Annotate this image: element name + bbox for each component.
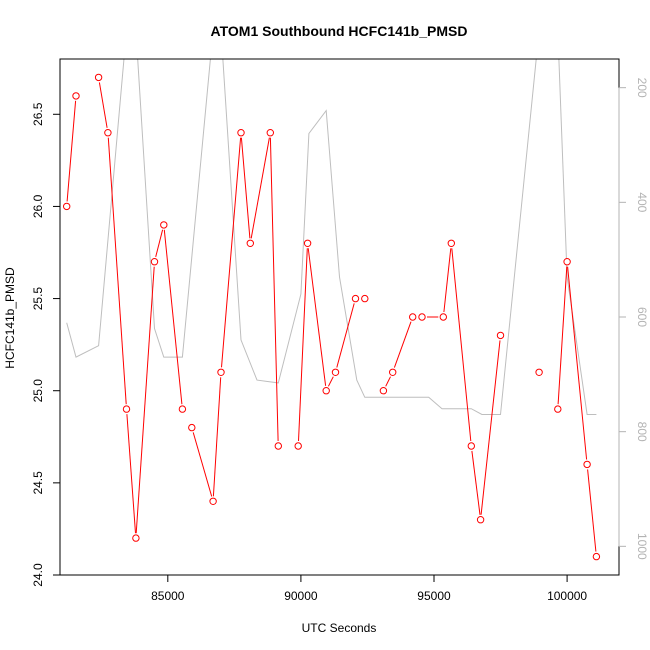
data-point: [237, 129, 245, 137]
data-point: [361, 294, 369, 303]
data-point: [274, 442, 282, 450]
series-primary-segment: [66, 100, 77, 202]
data-point: [409, 313, 417, 321]
series-primary-segment: [135, 266, 155, 534]
series-primary: [62, 73, 601, 561]
data-point: [132, 534, 140, 542]
series-primary-segment: [107, 137, 127, 405]
data-point: [294, 442, 302, 450]
y-axis-left: 24.0 24.5 25.0 25.5 26.0 26.5: [31, 102, 61, 587]
data-point: [217, 368, 225, 376]
series-primary-segment: [126, 414, 136, 534]
data-point: [351, 294, 360, 303]
data-point: [188, 423, 196, 432]
y-tick-label: 25.0: [31, 379, 45, 403]
data-point: [447, 239, 455, 248]
x-tick-label: 90000: [284, 589, 318, 603]
data-point: [122, 405, 131, 413]
data-point: [583, 460, 591, 469]
data-point: [94, 73, 103, 82]
y-tick-label: 26.5: [31, 102, 45, 126]
data-point: [104, 129, 112, 137]
series-primary-segment: [192, 432, 213, 497]
x-tick-label: 85000: [151, 589, 185, 603]
series-primary-segment: [557, 266, 568, 405]
series-primary-segment: [471, 450, 481, 515]
data-point: [476, 516, 485, 524]
series-primary-segment: [327, 376, 334, 387]
y-tick-label: 26.0: [31, 194, 45, 218]
data-point: [379, 387, 388, 395]
y-axis-right: 200 400 600 800 1000: [618, 78, 649, 560]
data-point: [592, 552, 601, 561]
data-point: [209, 497, 217, 505]
y2-tick-label: 200: [635, 78, 649, 98]
data-point: [150, 258, 159, 266]
series-primary-segment: [163, 229, 183, 405]
y-tick-label: 24.0: [31, 563, 45, 587]
data-point: [178, 405, 187, 413]
data-point: [389, 368, 397, 376]
y-tick-label: 25.5: [31, 287, 45, 311]
series-secondary: [66, 59, 597, 415]
series-primary-segment: [269, 137, 279, 442]
series-primary-segment: [212, 377, 222, 497]
y2-tick-label: 1000: [635, 533, 649, 560]
plot-frame: [59, 58, 620, 576]
series-primary-segment: [336, 303, 355, 368]
x-tick-label: 100000: [547, 589, 587, 603]
data-point: [418, 313, 426, 321]
x-tick-label: 95000: [417, 589, 451, 603]
data-point: [266, 129, 274, 137]
series-primary-segment: [250, 137, 270, 239]
x-axis: 85000 90000 95000 100000: [151, 574, 587, 603]
data-point: [496, 331, 505, 340]
data-point: [62, 202, 71, 211]
series-primary-segment: [385, 376, 391, 387]
y-axis-label: HCFC141b_PMSD: [3, 267, 17, 369]
series-primary-segment: [298, 248, 308, 442]
data-point: [246, 239, 255, 248]
series-primary-segment: [567, 266, 588, 460]
data-point: [303, 239, 312, 248]
data-point: [467, 442, 475, 450]
y2-tick-label: 400: [635, 192, 649, 212]
data-point: [322, 387, 330, 395]
y-tick-label: 24.5: [31, 471, 45, 495]
x-axis-label: UTC Seconds: [302, 621, 377, 635]
data-point: [554, 405, 562, 413]
series-primary-segment: [451, 248, 472, 442]
chart-title: ATOM1 Southbound HCFC141b_PMSD: [211, 23, 468, 39]
data-point: [535, 368, 543, 376]
series-primary-segment: [307, 248, 327, 386]
series-primary-segment: [443, 248, 452, 313]
series-primary-segment: [587, 469, 597, 552]
data-point: [160, 221, 168, 229]
series-primary-segment: [393, 321, 412, 368]
series-primary-segment: [240, 137, 251, 239]
y2-tick-label: 800: [635, 422, 649, 442]
y2-tick-label: 600: [635, 307, 649, 327]
series-secondary-line: [66, 59, 597, 415]
data-point: [331, 368, 340, 376]
series-primary-segment: [98, 82, 108, 128]
data-point: [72, 92, 80, 100]
series-primary-segment: [155, 229, 164, 258]
data-point: [439, 313, 447, 321]
series-primary-segment: [480, 340, 501, 515]
data-point: [563, 258, 571, 266]
series-primary-segment: [221, 137, 242, 368]
